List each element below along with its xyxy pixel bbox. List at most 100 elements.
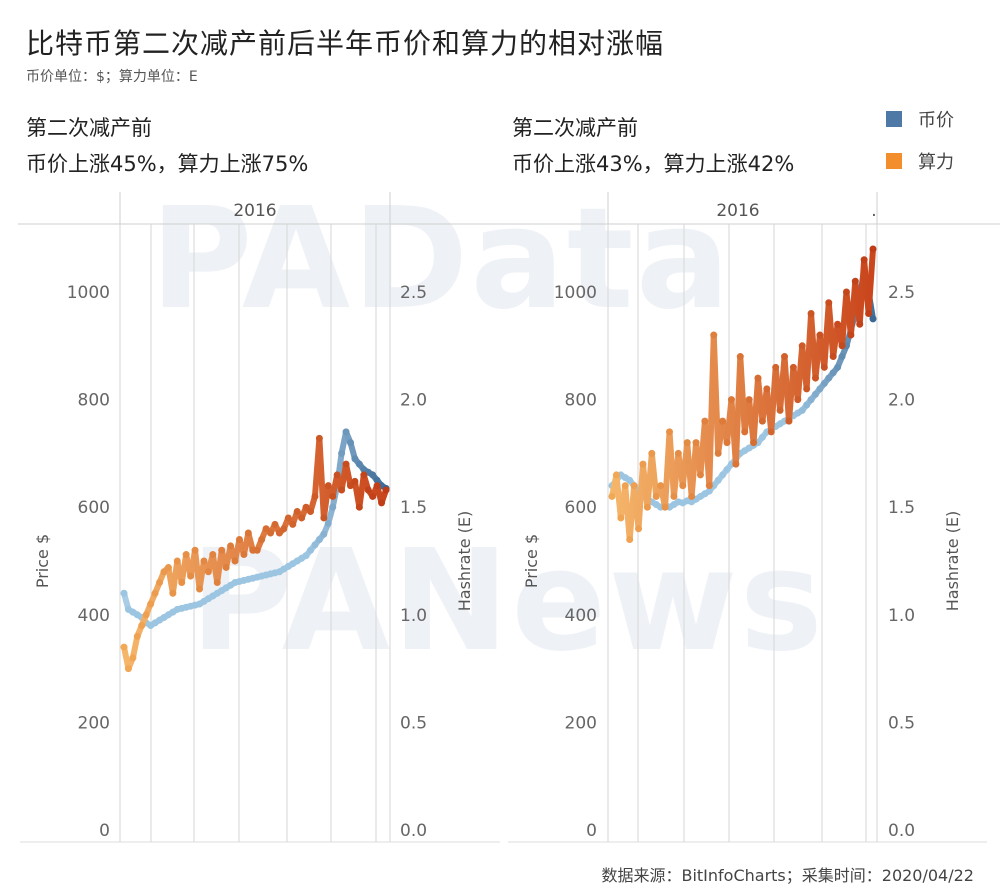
panel-1-price-point-47 <box>329 504 336 511</box>
panel-1-hashrate-point-50 <box>343 461 350 468</box>
panel-2-hashrate-point-47 <box>816 332 823 339</box>
panel-2-hashrate-point-54 <box>847 332 854 339</box>
panel-1-hashrate-point-42 <box>307 508 314 515</box>
panel-1-hashrate-point-8 <box>156 579 163 586</box>
panel-2-y2label: Hashrate (E) <box>943 511 962 612</box>
panel-2-price-point-34 <box>759 434 766 441</box>
panel-2-hashrate-point-3 <box>622 482 629 489</box>
panel-2-hashrate-point-34 <box>759 418 766 425</box>
panel-2-hashrate-point-51 <box>834 321 841 328</box>
panel-1-price-point-56 <box>369 471 376 478</box>
panel-1-hashrate-point-33 <box>267 530 274 537</box>
panel-1-hashrate-point-37 <box>285 514 292 521</box>
panel-1-hashrate-point-55 <box>365 486 372 493</box>
panel-1-hashrate-point-14 <box>183 551 190 558</box>
data-source: 数据来源：BitInfoCharts；采集时间：2020/04/22 <box>601 862 974 886</box>
panel-2-y2tick-5: 2.5 <box>888 283 915 303</box>
panel-2-hashrate-point-19 <box>693 439 700 446</box>
panel-1-hashrate-point-57 <box>374 482 381 489</box>
panel-1-hashrate-point-38 <box>289 521 296 528</box>
panel-2-hashrate-point-11 <box>657 482 664 489</box>
panel-1-ytick-3: 600 <box>78 498 110 518</box>
panel-2-ytick-5: 1000 <box>554 283 597 303</box>
panel-2-hashrate-point-45 <box>808 310 815 317</box>
panel-2-hashrate-point-53 <box>843 289 850 296</box>
panel-2-hashrate-point-6 <box>635 525 642 532</box>
panel-2-hashrate-point-52 <box>839 342 846 349</box>
panel-1-hashrate-point-1 <box>125 665 132 672</box>
panel-1-hashrate-point-49 <box>338 486 345 493</box>
panel-2-hashrate-point-41 <box>790 364 797 371</box>
panel-2-y2tick-0: 0.0 <box>888 821 915 841</box>
panel-2-hashrate-point-36 <box>768 428 775 435</box>
panel-2-hashrate-point-38 <box>777 407 784 414</box>
panel-1-y2tick-5: 2.5 <box>400 283 427 303</box>
panel-1-price-point-52 <box>351 455 358 462</box>
panel-1-hashrate-point-40 <box>298 514 305 521</box>
panel-1-hashrate-point-6 <box>147 601 154 608</box>
panel-2-hashrate-point-15 <box>675 450 682 457</box>
panel-2-hashrate-point-39 <box>781 353 788 360</box>
panel-1-price-point-43 <box>311 541 318 548</box>
panel-2-hashrate-point-4 <box>626 536 633 543</box>
panel-2-ylabel: Price $ <box>522 534 541 588</box>
panel-2-hashrate-point-33 <box>754 375 761 382</box>
panel-1-hashrate-point-21 <box>214 579 221 586</box>
panel-1-ytick-5: 1000 <box>67 283 110 303</box>
panel-1-hashrate-point-28 <box>245 530 252 537</box>
panel-1-ytick-1: 200 <box>78 713 110 733</box>
panel-1-hashrate-point-12 <box>174 558 181 565</box>
panel-2-y2tick-1: 0.5 <box>888 713 915 733</box>
panel-1-hashrate-point-25 <box>232 558 239 565</box>
panel-1-hashrate-point-54 <box>360 471 367 478</box>
panel-2-ytick-4: 800 <box>565 391 597 411</box>
panel-1-ytick-2: 400 <box>78 606 110 626</box>
panel-1-hashrate-point-30 <box>254 547 261 554</box>
panel-1-hashrate-point-15 <box>187 573 194 580</box>
panel-2-price-point-46 <box>812 391 819 398</box>
panel-1-hashrate-point-20 <box>209 551 216 558</box>
panel-2-hashrate-point-16 <box>679 482 686 489</box>
panel-1-hashrate-point-26 <box>236 536 243 543</box>
panel-1-ytick-4: 800 <box>78 391 110 411</box>
panel-2-hashrate-segment-23 <box>714 335 718 453</box>
panel-2-hashrate-point-9 <box>648 450 655 457</box>
panel-2-hashrate-point-57 <box>861 256 868 263</box>
panel-1-hashrate-point-0 <box>121 644 128 651</box>
panel-2-hashrate-segment-9 <box>652 453 656 496</box>
panel-1-hashrate-point-48 <box>334 471 341 478</box>
panel-2-price-point-51 <box>834 364 841 371</box>
panel-1-price-point-53 <box>356 461 363 468</box>
panel-2-hashrate-point-27 <box>728 396 735 403</box>
panel-2-hashrate-point-5 <box>631 482 638 489</box>
panel-1-hashrate-point-44 <box>316 435 323 442</box>
panel-2-hashrate-point-8 <box>644 504 651 511</box>
panel-1-hashrate-point-11 <box>169 590 176 597</box>
panel-1-year-label: 2016 <box>233 201 276 221</box>
panel-1-hashrate-point-45 <box>320 514 327 521</box>
panel-2-hashrate-point-43 <box>799 342 806 349</box>
panel-2-hashrate-point-58 <box>865 310 872 317</box>
panel-2-hashrate-point-22 <box>706 482 713 489</box>
panel-2-ytick-3: 600 <box>565 498 597 518</box>
panel-2-hashrate-point-24 <box>715 450 722 457</box>
panel-2-year-label: 2016 <box>716 201 759 221</box>
panel-1-price-point-45 <box>320 531 327 538</box>
panel-1-hashrate-point-34 <box>271 521 278 528</box>
panel-1-hashrate-point-5 <box>143 611 150 618</box>
panel-2-hashrate-point-28 <box>732 461 739 468</box>
panel-2-hashrate-point-26 <box>724 439 731 446</box>
panel-2-price-point-52 <box>839 353 846 360</box>
panel-1-hashrate-point-7 <box>152 590 159 597</box>
panel-1-y2tick-0: 0.0 <box>400 821 427 841</box>
panel-2-price-point-48 <box>821 380 828 387</box>
panel-2-price-point-49 <box>825 375 832 382</box>
panel-1-price-point-49 <box>338 450 345 457</box>
panel-2-hashrate-point-48 <box>821 364 828 371</box>
panel-2-hashrate-point-56 <box>856 321 863 328</box>
panel-1-hashrate-point-31 <box>258 536 265 543</box>
panel-2-hashrate-point-40 <box>785 418 792 425</box>
panel-2-hashrate-point-7 <box>639 461 646 468</box>
panel-2-ytick-1: 200 <box>565 713 597 733</box>
panel-1-y2tick-4: 2.0 <box>400 391 427 411</box>
